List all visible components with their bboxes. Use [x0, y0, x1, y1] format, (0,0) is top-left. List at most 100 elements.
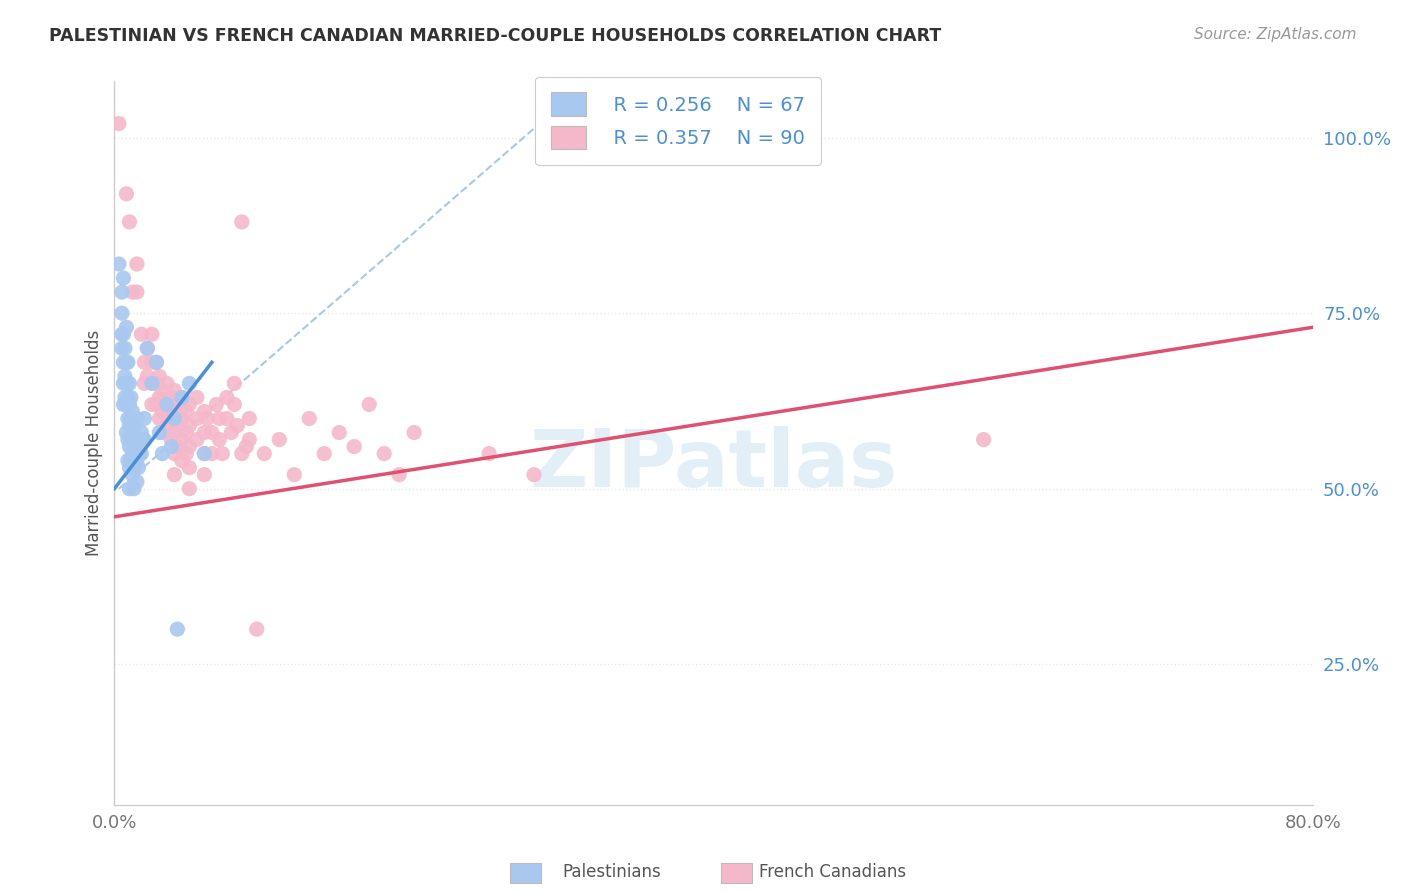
Point: [148, 425, 170, 440]
Point: [127, 460, 149, 475]
Point: [231, 447, 253, 461]
Point: [121, 425, 143, 440]
Point: [226, 418, 249, 433]
Point: [179, 440, 201, 454]
Point: [150, 404, 173, 418]
Point: [115, 425, 138, 440]
Point: [166, 418, 188, 433]
Point: [121, 467, 143, 482]
Point: [118, 440, 141, 454]
Point: [314, 447, 336, 461]
Point: [201, 425, 224, 440]
Point: [117, 355, 139, 369]
Point: [163, 447, 186, 461]
Point: [115, 397, 138, 411]
Point: [145, 397, 167, 411]
Point: [141, 376, 163, 391]
Point: [215, 391, 238, 405]
Point: [193, 404, 215, 418]
Point: [117, 411, 139, 425]
Point: [112, 397, 135, 411]
Point: [121, 447, 143, 461]
Point: [170, 411, 193, 425]
Point: [118, 460, 141, 475]
Point: [163, 384, 186, 398]
Point: [150, 447, 173, 461]
Point: [973, 433, 995, 447]
Point: [163, 411, 186, 425]
Point: [156, 376, 179, 391]
Point: [114, 391, 136, 405]
Point: [128, 447, 150, 461]
Point: [117, 391, 139, 405]
Point: [131, 425, 153, 440]
Point: [208, 433, 231, 447]
Point: [111, 327, 134, 342]
Point: [122, 440, 145, 454]
Point: [224, 376, 246, 391]
Point: [118, 397, 141, 411]
Point: [120, 391, 142, 405]
Point: [125, 257, 148, 271]
Point: [523, 467, 546, 482]
Point: [388, 467, 411, 482]
Point: [246, 622, 269, 636]
Point: [145, 355, 167, 369]
Point: [111, 285, 134, 299]
Point: [166, 440, 188, 454]
Point: [160, 433, 183, 447]
Point: [145, 376, 167, 391]
Point: [170, 433, 193, 447]
Point: [150, 425, 173, 440]
Y-axis label: Married-couple Households: Married-couple Households: [86, 330, 103, 557]
Point: [122, 418, 145, 433]
Point: [136, 341, 159, 355]
Text: French Canadians: French Canadians: [759, 863, 907, 881]
Point: [179, 418, 201, 433]
Point: [298, 411, 321, 425]
Point: [141, 376, 163, 391]
Point: [120, 453, 142, 467]
Point: [404, 425, 426, 440]
Point: [156, 397, 179, 411]
Point: [134, 411, 156, 425]
Point: [176, 404, 198, 418]
Point: [122, 482, 145, 496]
Point: [359, 397, 381, 411]
Point: [125, 411, 148, 425]
Point: [124, 453, 146, 467]
Point: [114, 369, 136, 384]
Point: [122, 460, 145, 475]
Point: [235, 440, 257, 454]
Point: [148, 411, 170, 425]
Text: Palestinians: Palestinians: [562, 863, 661, 881]
Point: [141, 327, 163, 342]
Point: [179, 482, 201, 496]
Point: [193, 447, 215, 461]
Point: [136, 369, 159, 384]
Point: [179, 397, 201, 411]
Point: [114, 341, 136, 355]
Text: PALESTINIAN VS FRENCH CANADIAN MARRIED-COUPLE HOUSEHOLDS CORRELATION CHART: PALESTINIAN VS FRENCH CANADIAN MARRIED-C…: [49, 27, 942, 45]
Point: [112, 271, 135, 285]
Point: [108, 117, 131, 131]
Point: [163, 425, 186, 440]
Point: [163, 404, 186, 418]
Point: [148, 369, 170, 384]
Point: [343, 440, 366, 454]
Point: [115, 320, 138, 334]
Point: [166, 397, 188, 411]
Point: [111, 341, 134, 355]
Point: [179, 460, 201, 475]
Point: [205, 397, 228, 411]
Point: [131, 447, 153, 461]
Point: [117, 433, 139, 447]
Point: [373, 447, 395, 461]
Point: [170, 391, 193, 405]
Point: [118, 418, 141, 433]
Point: [112, 327, 135, 342]
Point: [253, 447, 276, 461]
Point: [132, 433, 155, 447]
Point: [117, 453, 139, 467]
Point: [108, 257, 131, 271]
